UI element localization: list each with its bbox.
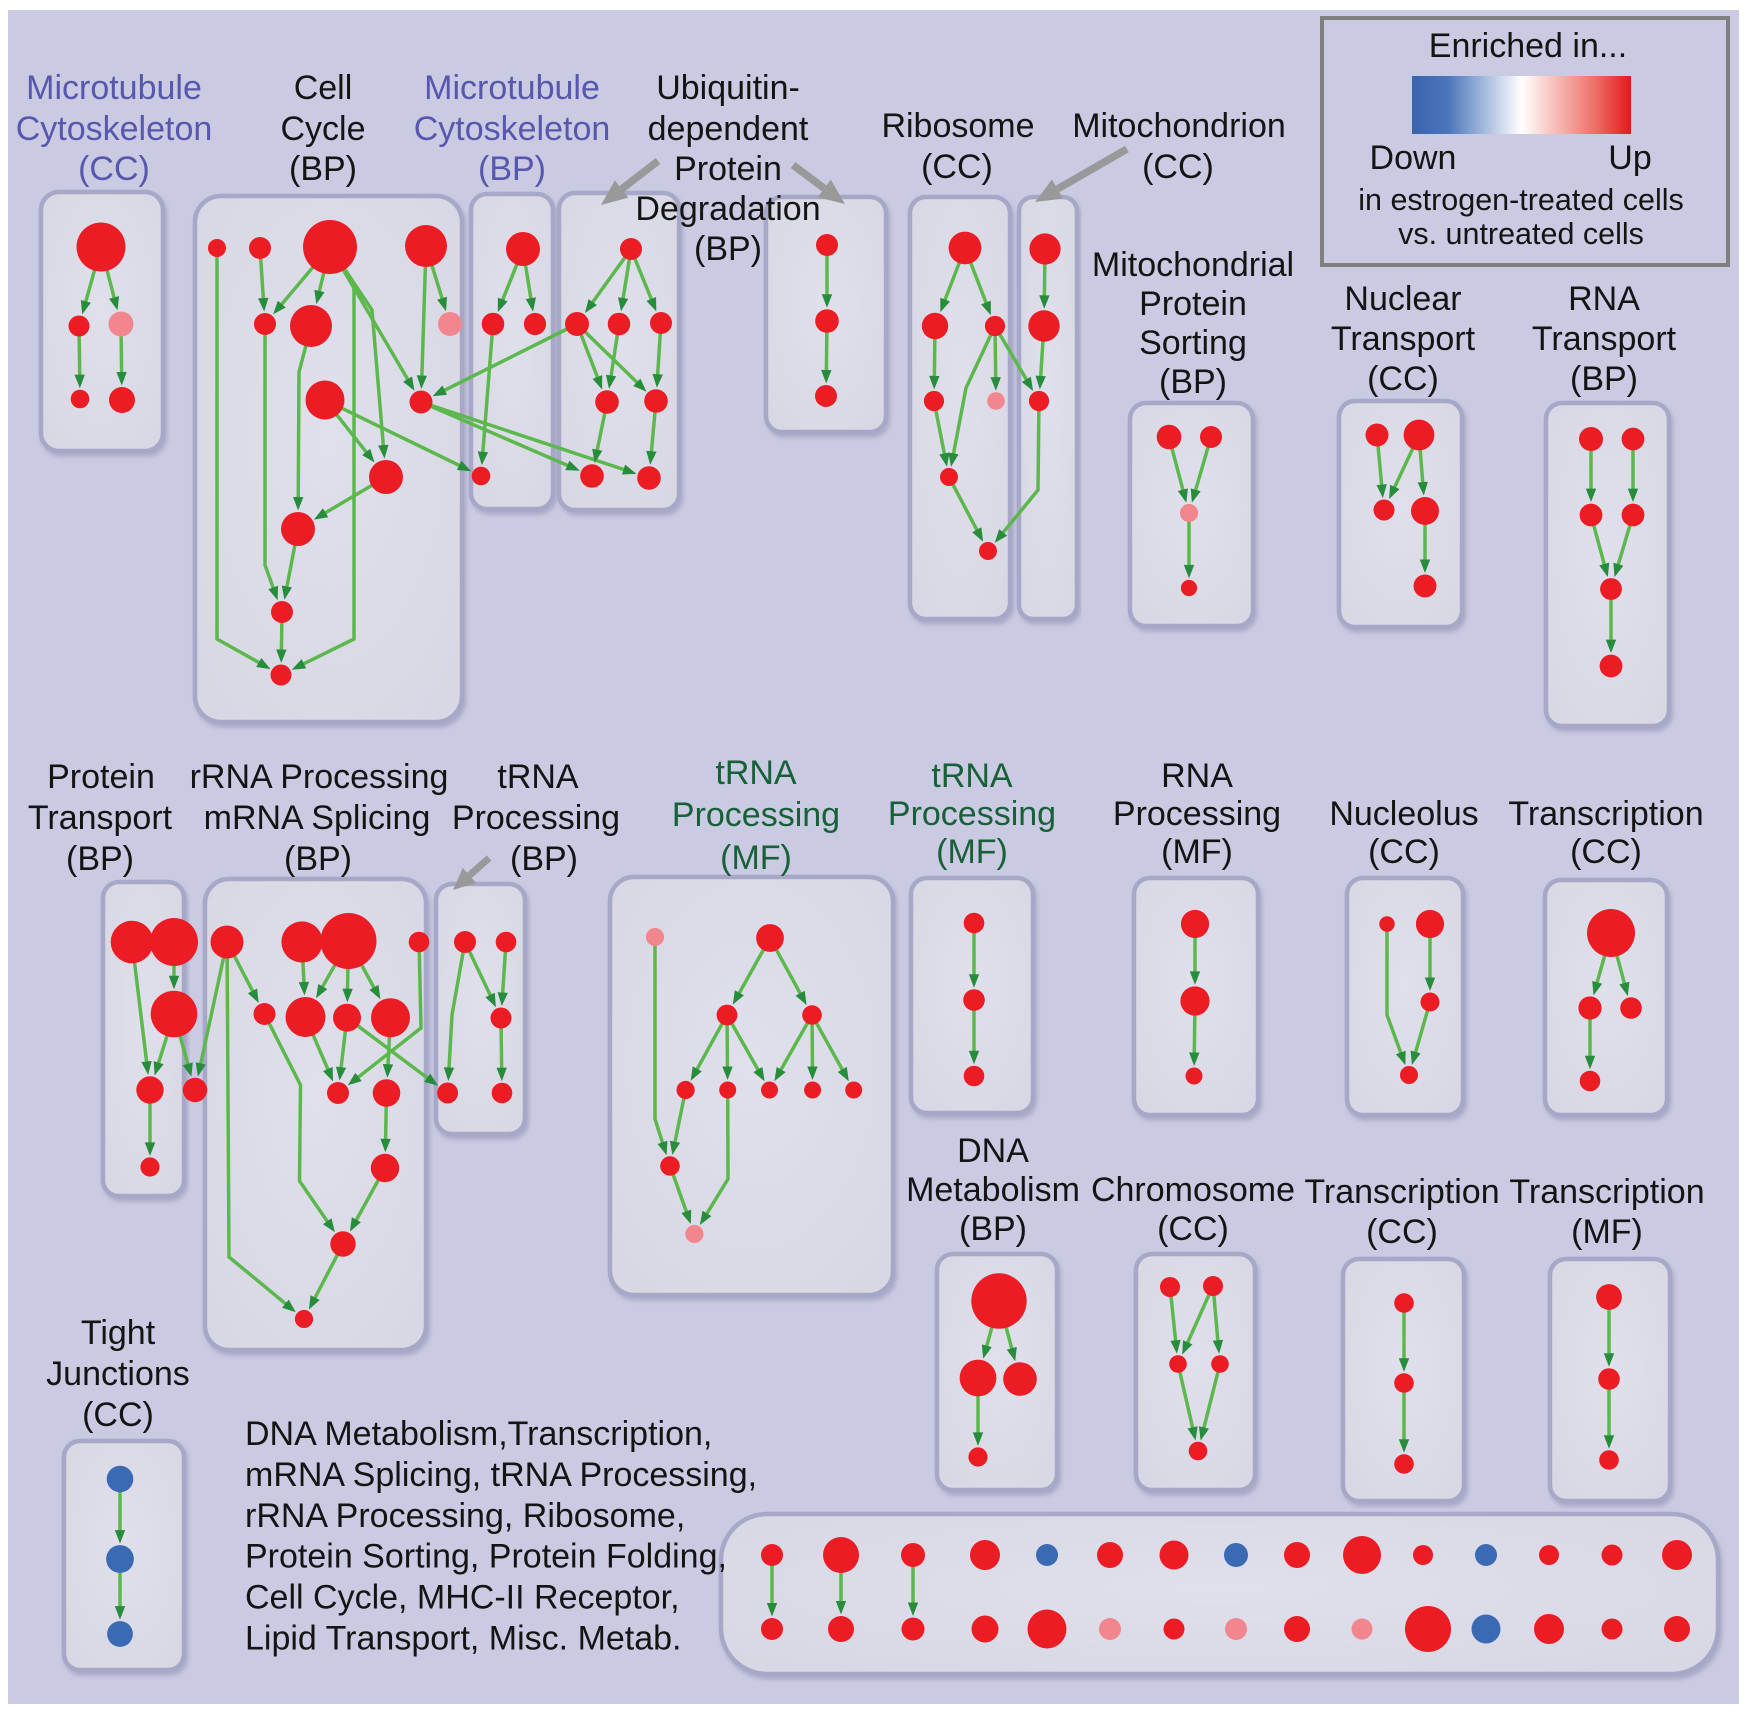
svg-text:(MF): (MF) [1161,833,1233,871]
svg-text:(CC): (CC) [1366,1213,1438,1251]
svg-text:Up: Up [1608,139,1651,177]
svg-text:(CC): (CC) [1157,1210,1229,1248]
svg-text:(BP): (BP) [478,150,546,188]
svg-text:mRNA Splicing: mRNA Splicing [204,799,431,837]
svg-text:Ubiquitin-: Ubiquitin- [656,69,800,107]
svg-text:Transcription: Transcription [1304,1173,1499,1211]
svg-text:Protein: Protein [47,758,155,796]
svg-text:Cytoskeleton: Cytoskeleton [16,110,213,148]
svg-text:Enriched in...: Enriched in... [1429,27,1627,65]
svg-text:(BP): (BP) [1570,360,1638,398]
svg-text:(BP): (BP) [1159,363,1227,401]
svg-text:Processing: Processing [672,796,840,834]
svg-text:(MF): (MF) [936,833,1008,871]
svg-text:Degradation: Degradation [635,190,820,228]
svg-text:Mitochondrial: Mitochondrial [1092,246,1294,284]
svg-text:Lipid Transport, Misc. Metab.: Lipid Transport, Misc. Metab. [245,1620,682,1658]
svg-text:(BP): (BP) [66,840,134,878]
svg-text:in estrogen-treated cells: in estrogen-treated cells [1358,183,1684,217]
svg-text:Microtubule: Microtubule [26,69,202,107]
svg-text:(BP): (BP) [284,840,352,878]
svg-text:Transcription: Transcription [1509,1173,1704,1211]
svg-text:Metabolism: Metabolism [906,1171,1080,1209]
svg-text:Protein Sorting, Protein Foldi: Protein Sorting, Protein Folding, [245,1538,727,1576]
svg-text:Transport: Transport [1331,320,1476,358]
svg-text:tRNA: tRNA [931,757,1013,795]
svg-text:dependent: dependent [648,110,809,148]
svg-text:Transport: Transport [1532,320,1677,358]
svg-text:(CC): (CC) [1367,360,1439,398]
svg-text:RNA: RNA [1161,757,1233,795]
svg-text:Protein: Protein [1139,285,1247,323]
svg-text:tRNA: tRNA [715,754,797,792]
svg-text:Processing: Processing [888,795,1056,833]
svg-text:Cell: Cell [294,69,353,107]
svg-text:Transport: Transport [28,799,173,837]
svg-text:Junctions: Junctions [46,1355,190,1393]
svg-text:(CC): (CC) [921,148,993,186]
svg-text:Cell Cycle, MHC-II Receptor,: Cell Cycle, MHC-II Receptor, [245,1579,680,1617]
svg-text:tRNA: tRNA [497,758,579,796]
svg-text:DNA Metabolism,Transcription,: DNA Metabolism,Transcription, [245,1415,712,1453]
svg-text:(CC): (CC) [1142,148,1214,186]
svg-text:Sorting: Sorting [1139,324,1247,362]
svg-text:(BP): (BP) [510,840,578,878]
svg-text:mRNA Splicing, tRNA Processing: mRNA Splicing, tRNA Processing, [245,1456,757,1494]
svg-text:(CC): (CC) [78,150,150,188]
svg-text:DNA: DNA [957,1132,1029,1170]
svg-text:(CC): (CC) [82,1396,154,1434]
svg-text:Transcription: Transcription [1508,795,1703,833]
svg-text:(BP): (BP) [959,1210,1027,1248]
svg-text:Down: Down [1370,139,1457,177]
svg-text:rRNA Processing: rRNA Processing [190,758,449,796]
svg-text:RNA: RNA [1568,280,1640,318]
svg-text:Cycle: Cycle [280,110,365,148]
svg-text:Nuclear: Nuclear [1344,280,1461,318]
svg-text:(MF): (MF) [720,839,792,877]
svg-text:(CC): (CC) [1368,833,1440,871]
svg-text:Tight: Tight [81,1314,156,1352]
svg-text:(BP): (BP) [694,230,762,268]
svg-text:Protein: Protein [674,150,782,188]
svg-text:Mitochondrion: Mitochondrion [1072,107,1286,145]
svg-text:Chromosome: Chromosome [1091,1171,1295,1209]
svg-text:(MF): (MF) [1571,1213,1643,1251]
svg-text:Microtubule: Microtubule [424,69,600,107]
svg-text:(BP): (BP) [289,150,357,188]
svg-text:(CC): (CC) [1570,833,1642,871]
svg-text:Cytoskeleton: Cytoskeleton [414,110,611,148]
svg-text:Ribosome: Ribosome [881,107,1034,145]
svg-text:rRNA Processing, Ribosome,: rRNA Processing, Ribosome, [245,1497,685,1535]
svg-text:Processing: Processing [1113,795,1281,833]
svg-text:Processing: Processing [452,799,620,837]
svg-text:Nucleolus: Nucleolus [1329,795,1478,833]
svg-text:vs. untreated cells: vs. untreated cells [1398,217,1644,251]
